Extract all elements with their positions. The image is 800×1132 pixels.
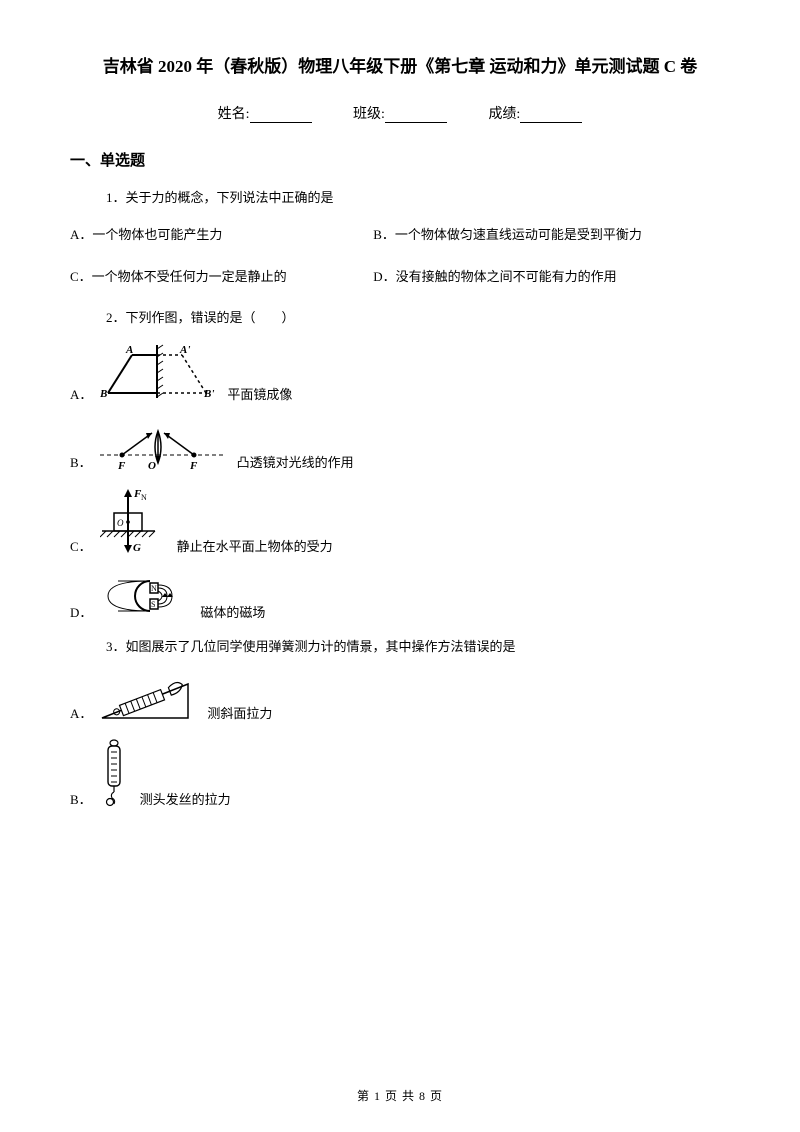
q1-option-c: C．一个物体不受任何力一定是静止的	[70, 265, 370, 290]
q1-number: 1．	[106, 190, 126, 205]
q2-option-d: D． N S 磁体的磁场	[70, 571, 730, 621]
q2b-desc: 凸透镜对光线的作用	[237, 452, 354, 471]
svg-text:B: B	[100, 388, 107, 400]
q1-text: 关于力的概念，下列说法中正确的是	[126, 190, 334, 205]
svg-text:S: S	[151, 600, 155, 609]
force-diagram-icon: O FN G	[100, 487, 165, 555]
svg-text:O: O	[148, 460, 156, 471]
svg-text:N: N	[141, 493, 147, 502]
student-info-line: 姓名: 班级: 成绩:	[70, 103, 730, 123]
question-1: 1．关于力的概念，下列说法中正确的是	[106, 188, 730, 209]
svg-text:A: A	[125, 344, 133, 356]
q2c-label: C．	[70, 536, 92, 555]
q2b-label: B．	[70, 452, 92, 471]
svg-text:G: G	[133, 542, 141, 554]
q2-text: 下列作图，错误的是（ ）	[126, 310, 295, 325]
q1-option-a: A．一个物体也可能产生力	[70, 223, 370, 248]
q3-number: 3．	[106, 639, 126, 654]
incline-spring-icon	[100, 672, 195, 722]
q3b-label: B．	[70, 789, 92, 808]
q3-text: 如图展示了几位同学使用弹簧测力计的情景，其中操作方法错误的是	[126, 639, 516, 654]
q2c-desc: 静止在水平面上物体的受力	[177, 536, 333, 555]
q2-number: 2．	[106, 310, 126, 325]
q1-options-row2: C．一个物体不受任何力一定是静止的 D．没有接触的物体之间不可能有力的作用	[70, 265, 730, 290]
question-3: 3．如图展示了几位同学使用弹簧测力计的情景，其中操作方法错误的是	[106, 637, 730, 658]
q3a-label: A．	[70, 703, 92, 722]
page-footer: 第 1 页 共 8 页	[0, 1087, 800, 1104]
q2-option-b: B． F O F 凸透镜对光线的作用	[70, 419, 730, 471]
svg-text:F: F	[117, 460, 126, 471]
name-label: 姓名:	[218, 107, 250, 122]
score-blank	[520, 109, 582, 123]
mirror-diagram-icon: A B A' B'	[100, 343, 215, 403]
q2-option-a: A． A B A' B' 平面镜成像	[70, 343, 730, 403]
q1-option-d: D．没有接触的物体之间不可能有力的作用	[373, 265, 673, 290]
q2d-label: D．	[70, 602, 92, 621]
q2d-desc: 磁体的磁场	[200, 602, 265, 621]
q3-option-b: B． 测头发丝的拉力	[70, 738, 730, 808]
hair-spring-icon	[100, 738, 128, 808]
class-blank	[385, 109, 447, 123]
score-label: 成绩:	[488, 107, 520, 122]
q3-option-a: A． 测斜面拉力	[70, 672, 730, 722]
q2a-desc: 平面镜成像	[227, 384, 292, 403]
q2a-label: A．	[70, 384, 92, 403]
q1-options-row1: A．一个物体也可能产生力 B．一个物体做匀速直线运动可能是受到平衡力	[70, 223, 730, 248]
class-label: 班级:	[353, 107, 385, 122]
page-title: 吉林省 2020 年（春秋版）物理八年级下册《第七章 运动和力》单元测试题 C …	[70, 52, 730, 77]
svg-text:B': B'	[203, 388, 214, 400]
question-2: 2．下列作图，错误的是（ ）	[106, 308, 730, 329]
svg-text:A': A'	[179, 344, 190, 356]
magnet-diagram-icon: N S	[100, 571, 188, 621]
svg-text:O: O	[117, 518, 124, 528]
q2-option-c: C． O FN G 静止在水平面上物体的受力	[70, 487, 730, 555]
svg-text:N: N	[151, 584, 157, 593]
q1-option-b: B．一个物体做匀速直线运动可能是受到平衡力	[373, 223, 673, 248]
lens-diagram-icon: F O F	[100, 419, 225, 471]
name-blank	[250, 109, 312, 123]
q3b-desc: 测头发丝的拉力	[140, 789, 231, 808]
svg-text:F: F	[189, 460, 198, 471]
q3a-desc: 测斜面拉力	[207, 703, 272, 722]
section-heading: 一、单选题	[70, 149, 730, 170]
